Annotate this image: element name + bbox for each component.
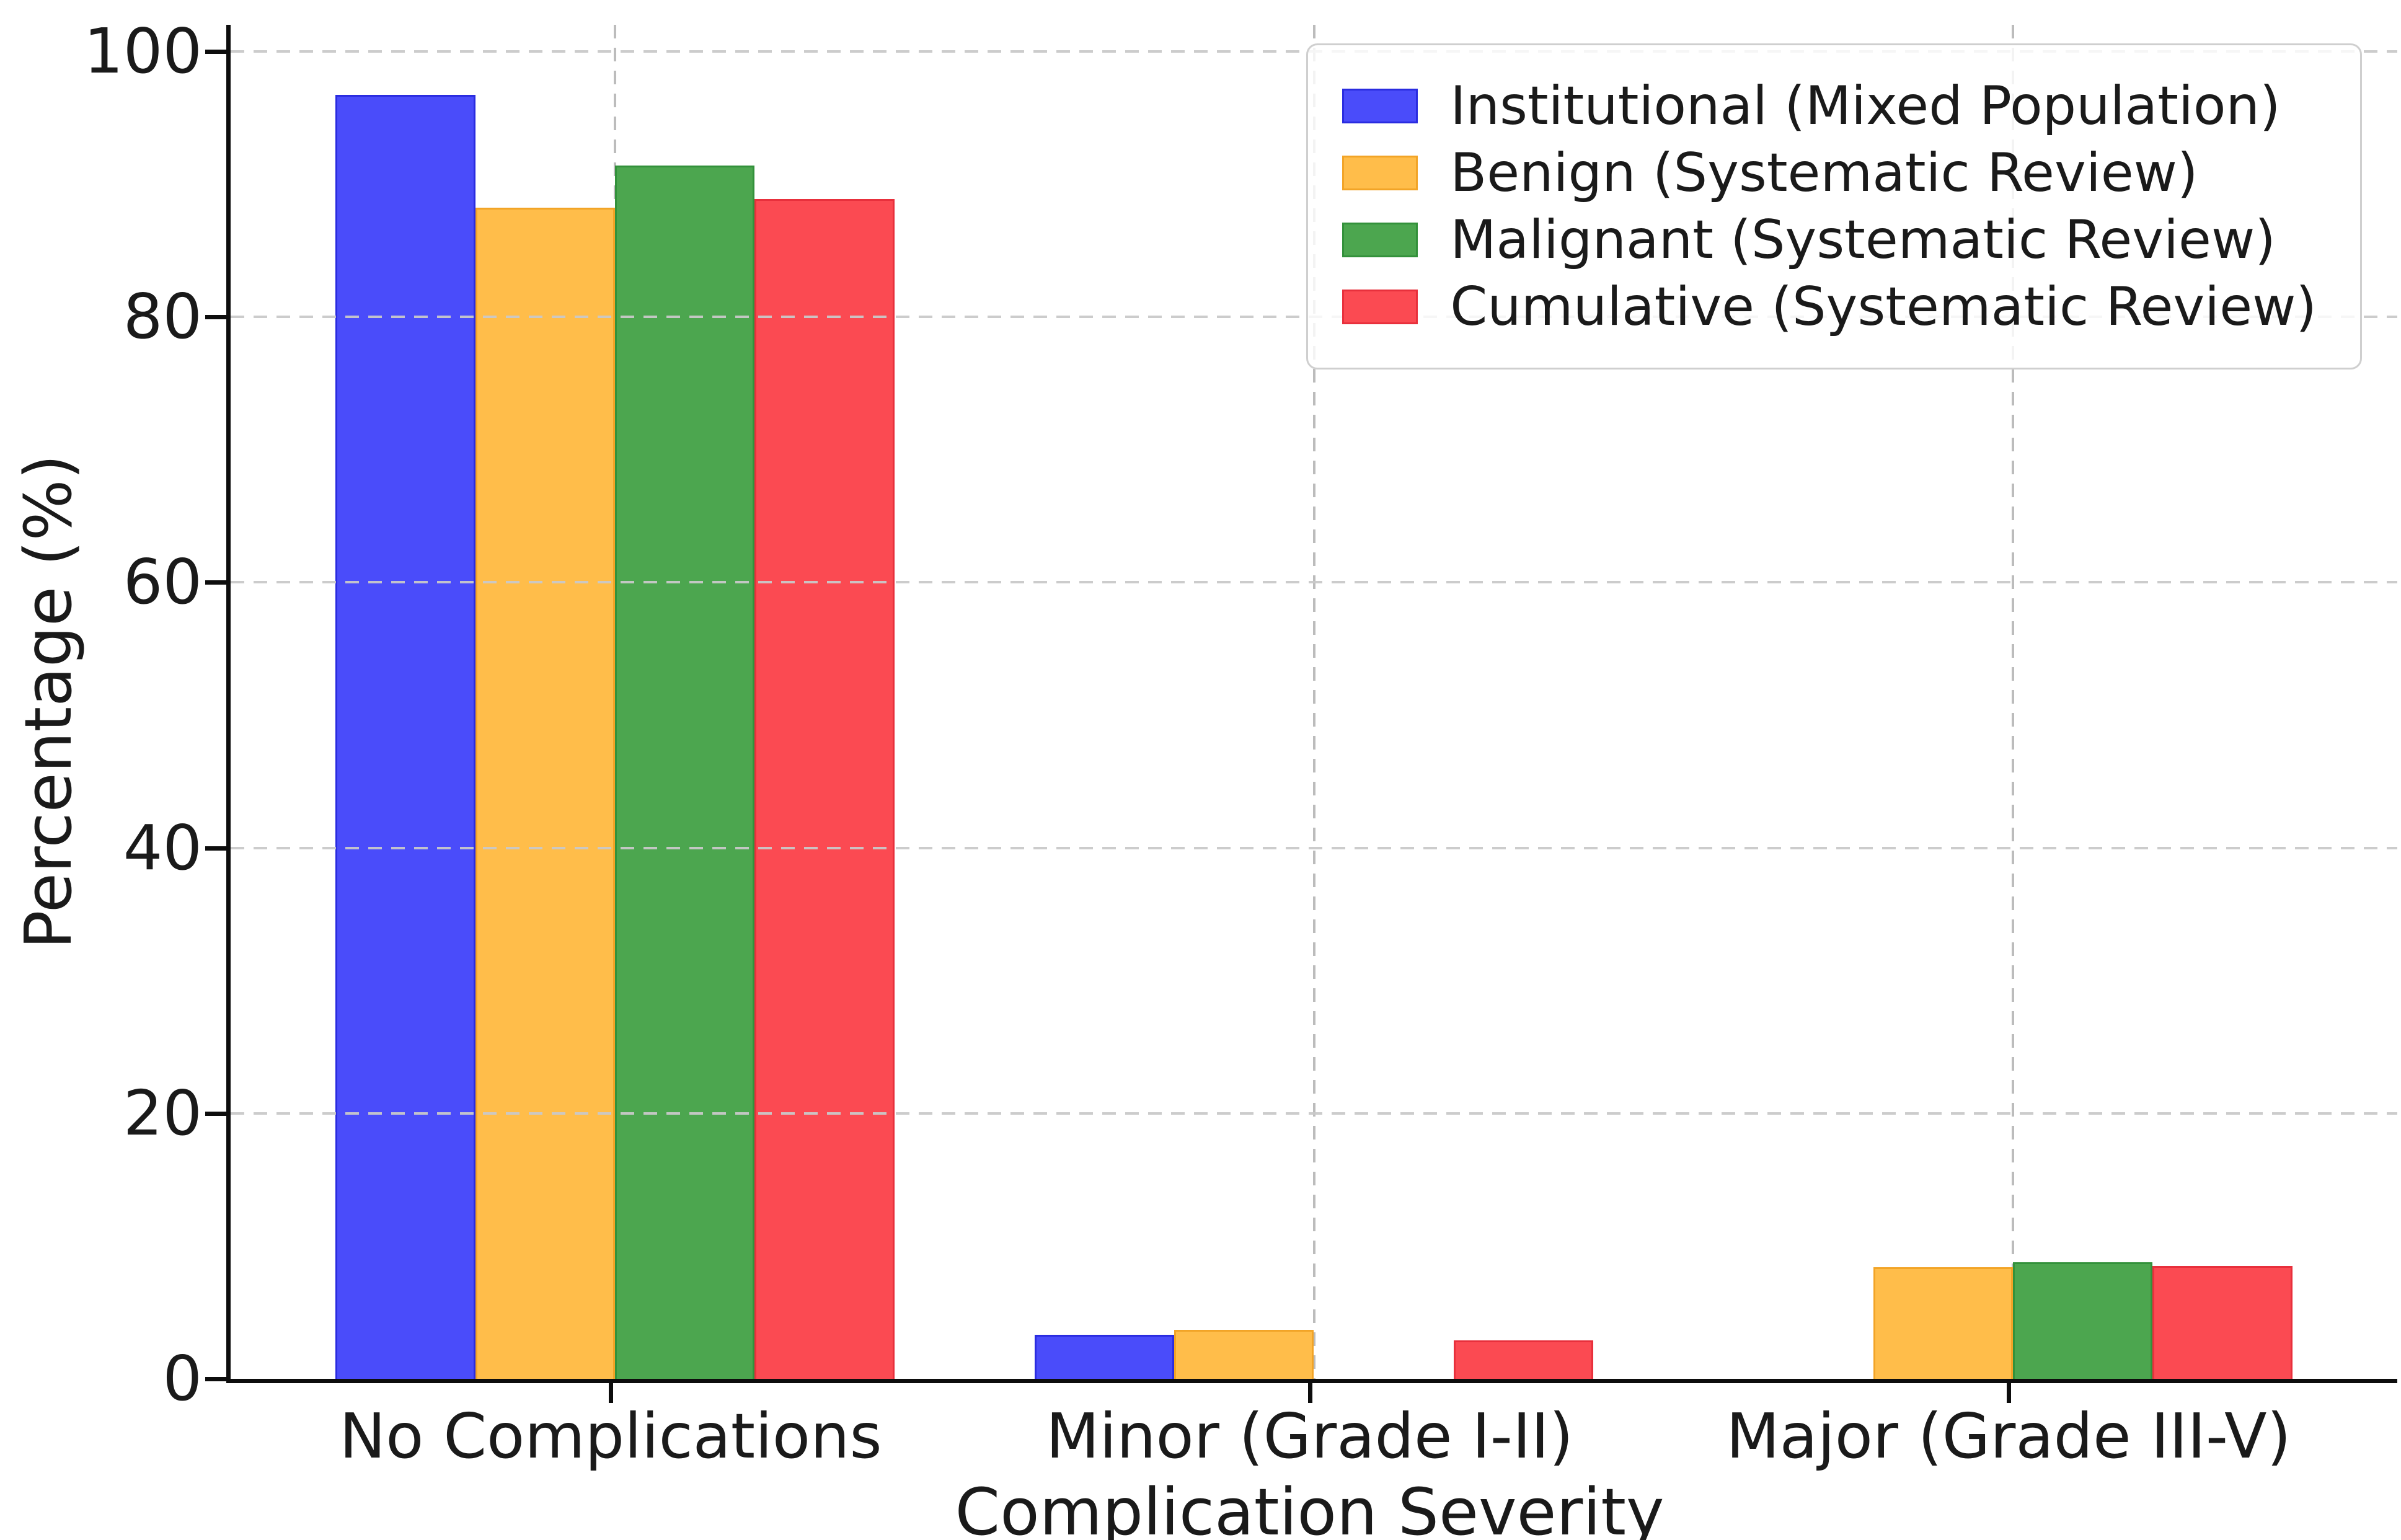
y-tick-label-0: 0 (162, 1342, 202, 1415)
legend-label: Benign (Systematic Review) (1450, 142, 2198, 204)
legend-label: Cumulative (Systematic Review) (1450, 276, 2317, 338)
legend-item-cumulative: Cumulative (Systematic Review) (1342, 273, 2317, 340)
bar-group-no-complications (335, 25, 895, 1379)
bar-cumulative-minor-grade-i-ii (1453, 1340, 1594, 1379)
bar-slot (1034, 25, 1175, 1379)
y-tick-label-100: 100 (84, 14, 202, 87)
bar-benign-minor-grade-i-ii (1174, 1329, 1314, 1379)
x-tick-mark-major-grade-iii-v (2006, 1383, 2011, 1403)
legend-swatch-institutional (1342, 89, 1418, 123)
x-tick-mark-minor-grade-i-ii (1307, 1383, 1312, 1403)
x-tick-label-minor-grade-i-ii: Minor (Grade I-II) (1046, 1400, 1573, 1472)
y-tick-mark-80 (205, 315, 226, 320)
legend-label: Institutional (Mixed Population) (1450, 75, 2281, 137)
y-tick-label-60: 60 (123, 546, 202, 619)
bar-benign-no-complications (475, 208, 615, 1379)
legend-item-benign: Benign (Systematic Review) (1342, 139, 2317, 206)
bar-slot (615, 25, 755, 1379)
bar-group-major-grade-iii-v (1733, 25, 2293, 1379)
plot-area (226, 25, 2397, 1383)
legend: Institutional (Mixed Population) Benign (… (1306, 43, 2362, 370)
bar-institutional-no-complications (335, 95, 475, 1379)
legend-swatch-benign (1342, 156, 1418, 190)
bar-slot (475, 25, 615, 1379)
bar-slot (1453, 25, 1594, 1379)
x-tick-label-major-grade-iii-v: Major (Grade III-V) (1726, 1400, 2291, 1472)
legend-swatch-malignant (1342, 223, 1418, 257)
bar-slot (2012, 25, 2153, 1379)
bar-slot (1174, 25, 1314, 1379)
y-tick-mark-20 (205, 1111, 226, 1116)
x-axis-label: Complication Severity (955, 1474, 1665, 1540)
bar-malignant-major-grade-iii-v (2012, 1262, 2153, 1379)
y-tick-mark-40 (205, 846, 226, 851)
bar-cumulative-major-grade-iii-v (2152, 1266, 2293, 1379)
y-tick-mark-100 (205, 49, 226, 54)
y-tick-label-80: 80 (123, 280, 202, 353)
bar-slot (2152, 25, 2293, 1379)
y-tick-label-20: 20 (123, 1076, 202, 1149)
x-tick-label-no-complications: No Complications (339, 1400, 882, 1472)
legend-label: Malignant (Systematic Review) (1450, 209, 2276, 271)
bar-cumulative-no-complications (754, 198, 895, 1379)
bar-slot (754, 25, 895, 1379)
y-axis-label: Percentage (%) (11, 454, 86, 950)
legend-swatch-cumulative (1342, 290, 1418, 324)
bar-benign-major-grade-iii-v (1873, 1267, 2013, 1379)
legend-item-institutional: Institutional (Mixed Population) (1342, 73, 2317, 139)
bar-institutional-minor-grade-i-ii (1034, 1335, 1175, 1379)
y-tick-label-40: 40 (123, 811, 202, 884)
y-tick-mark-0 (205, 1377, 226, 1381)
x-tick-mark-no-complications (609, 1383, 613, 1403)
bar-slot (335, 25, 475, 1379)
legend-item-malignant: Malignant (Systematic Review) (1342, 206, 2317, 273)
y-tick-mark-60 (205, 580, 226, 585)
bar-malignant-no-complications (615, 165, 755, 1379)
bar-group-minor-grade-i-ii (1034, 25, 1594, 1379)
